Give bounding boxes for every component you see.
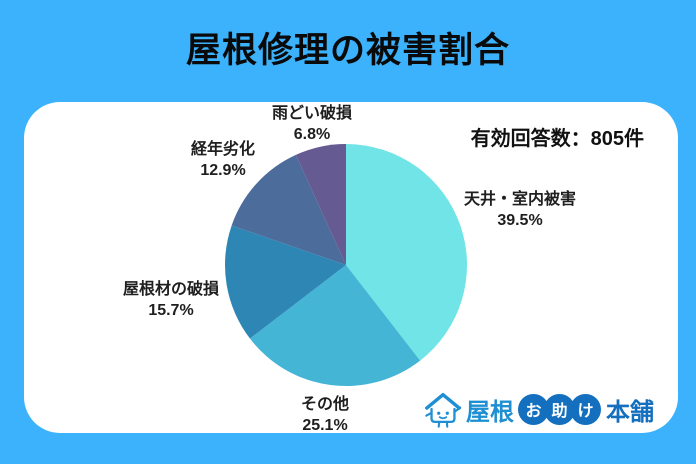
pie-label-gutter-damage: 雨どい破損 6.8% (252, 103, 372, 145)
logo-bubble-char: 助 (544, 393, 575, 425)
chart-card: 有効回答数：805件 天井・室内被害 39.5% その他 25.1% 屋根材の破… (24, 102, 678, 436)
brand-logo: 屋根 お 助 け 本舗 (422, 387, 654, 431)
house-mascot-icon (425, 392, 462, 428)
pie-label-text: 雨どい破損 (271, 105, 352, 122)
pie-slice-3 (231, 154, 346, 265)
pie-label-percent: 12.9% (200, 162, 246, 179)
pie-chart (225, 144, 467, 386)
pie-label-roof-material-damage: 屋根材の破損 15.7% (91, 279, 251, 321)
pie-label-other: その他 25.1% (265, 394, 385, 436)
pie-label-text: 経年劣化 (190, 141, 255, 158)
pie-label-percent: 6.8% (293, 126, 331, 143)
pie-label-percent: 15.7% (148, 302, 194, 319)
pie-label-percent: 39.5% (497, 212, 543, 229)
pie-label-aging-deterioration: 経年劣化 12.9% (163, 139, 283, 181)
pie-slice-0 (346, 144, 467, 361)
page-title: 屋根修理の被害割合 (185, 31, 510, 70)
valid-responses-note: 有効回答数：805件 (470, 128, 644, 150)
pie-label-text: 天井・室内被害 (463, 191, 576, 208)
pie-label-percent: 25.1% (302, 417, 348, 434)
logo-text-yane: 屋根 (466, 398, 514, 426)
logo-bubble-char: け (570, 393, 601, 425)
pie-label-ceiling-indoor-damage: 天井・室内被害 39.5% (440, 189, 600, 231)
pie-label-text: 屋根材の破損 (122, 281, 219, 298)
pie-slice-1 (249, 265, 421, 386)
pie-slice-4 (295, 144, 346, 265)
pie-slice-2 (225, 225, 346, 339)
logo-bubble-char: お (518, 393, 549, 425)
logo-text-honpo: 本舗 (606, 398, 654, 426)
logo-bubble: お 助 け (518, 393, 601, 425)
pie-label-text: その他 (300, 396, 349, 413)
